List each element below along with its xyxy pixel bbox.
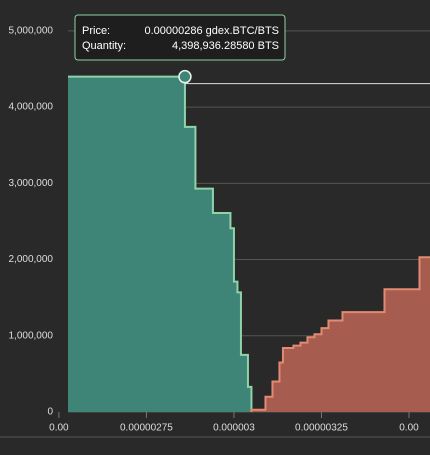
y-tick-label: 1,000,000: [9, 330, 54, 341]
x-tick-label: 0.00: [399, 423, 419, 434]
tooltip-quantity: 4,398,936.28580 BTS: [172, 40, 279, 52]
hover-point: [178, 69, 192, 84]
depth-line: [250, 256, 430, 412]
tooltip-price: 0.00000286 gdex.BTC/BTS: [144, 25, 279, 37]
y-tick-label: 4,000,000: [9, 102, 54, 113]
depth-area: [68, 76, 252, 412]
x-tick-label: 0.000003: [213, 423, 255, 434]
tooltip-box: [74, 14, 286, 61]
y-tick-label: 5,000,000: [9, 26, 54, 37]
y-tick-label: 3,000,000: [9, 178, 54, 189]
y-tick-label: 2,000,000: [9, 254, 54, 265]
axes: 0 1,000,000 2,000,000 3,000,000 4,000,000 5,0…: [0, 26, 430, 438]
depth-line: [68, 75, 253, 412]
tooltip: Price: 0.00000286 gdex.BTC/BTS Quantity:…: [74, 14, 286, 61]
tooltip-price-label: Price:: [82, 25, 110, 37]
x-tick-label: 0.00000325: [295, 423, 348, 434]
x-tick-label: 0.00000275: [120, 423, 173, 434]
x-tick-label: 0.00: [49, 423, 69, 434]
y-tick-label: 0: [47, 407, 53, 418]
plot: [68, 69, 430, 412]
tooltip-quantity-label: Quantity:: [82, 40, 126, 52]
